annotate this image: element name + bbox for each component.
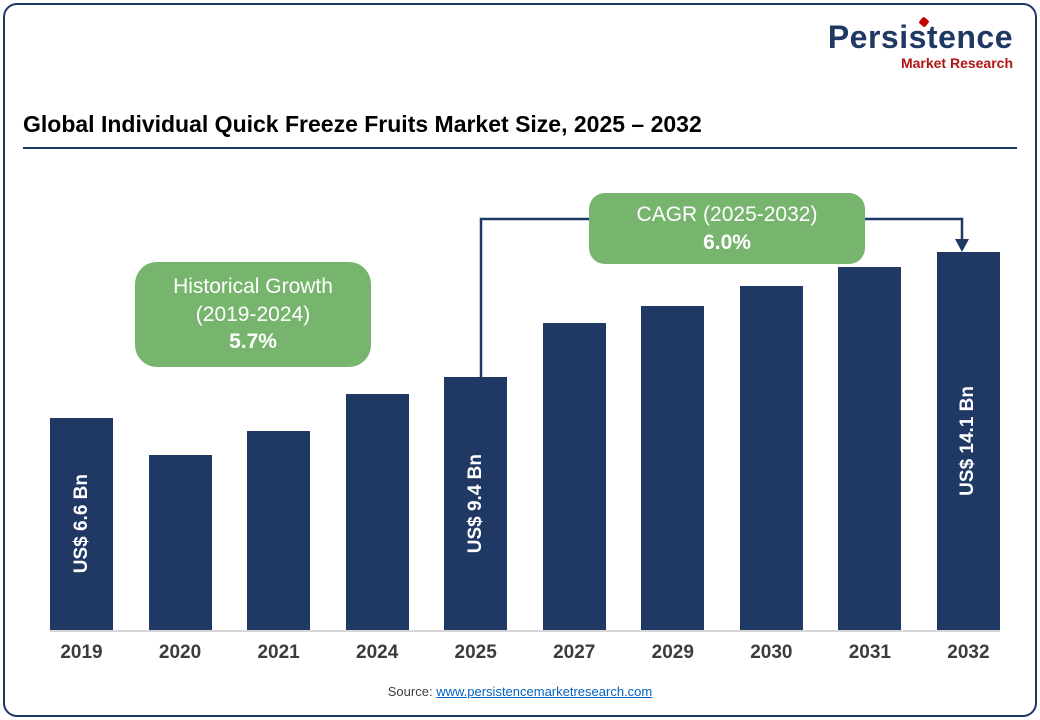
bar-2019: US$ 6.6 Bn: [50, 418, 113, 630]
logo-wordmark: Persistence: [827, 16, 1013, 55]
x-axis-label-2031: 2031: [848, 642, 892, 663]
historical-growth-callout: Historical Growth (2019-2024) 5.7%: [135, 262, 371, 368]
title-block: Global Individual Quick Freeze Fruits Ma…: [23, 111, 1017, 149]
cagr-callout: CAGR (2025-2032) 6.0%: [589, 193, 865, 265]
bar-2020: [148, 455, 212, 630]
source-line: Source: www.persistencemarketresearch.co…: [5, 684, 1035, 699]
logo-text: Persistence: [827, 19, 1013, 55]
bar-2032: US$ 14.1 Bn: [936, 252, 1000, 630]
x-axis-labels: 2019 2020 2021 2024 2025 2027 2029 2030 2031 2032: [50, 642, 1000, 664]
source-link[interactable]: www.persistencemarketresearch.com: [436, 684, 653, 699]
x-axis-label-2027: 2027: [553, 642, 596, 663]
x-axis-label-2021: 2021: [257, 642, 300, 663]
bar-2027: [542, 323, 606, 630]
callout-line: Historical Growth: [173, 275, 333, 298]
logo-subtitle: Market Research: [900, 54, 1013, 71]
x-axis-label-2019: 2019: [60, 642, 103, 663]
x-axis-label-2030: 2030: [750, 642, 793, 663]
x-axis-label-2032: 2032: [947, 642, 990, 663]
bar-2024: [345, 394, 409, 630]
chart-frame: Persistence Market Research Global Indiv…: [3, 3, 1037, 717]
bar-value-label-2019: US$ 6.6 Bn: [70, 474, 92, 574]
bar-2030: [739, 286, 803, 630]
bars-area: US$ 6.6 Bn US$ 9.4 Bn US$ 14.1 Bn: [50, 175, 1000, 632]
callout-value: 5.7%: [229, 330, 277, 354]
callout-value: 6.0%: [703, 230, 751, 254]
bar-2031: [838, 267, 902, 630]
page-title: Global Individual Quick Freeze Fruits Ma…: [23, 111, 702, 137]
callout-line: CAGR (2025-2032): [636, 203, 818, 226]
source-label: Source:: [387, 684, 433, 699]
callout-line: (2019-2024): [195, 302, 311, 326]
x-axis-label-2020: 2020: [158, 642, 202, 663]
title-divider: [23, 147, 1017, 149]
bar-2021: [247, 431, 311, 630]
x-axis-label-2029: 2029: [651, 642, 694, 663]
logo: Persistence Market Research: [827, 16, 1013, 71]
x-axis-label-2024: 2024: [356, 642, 399, 663]
bar-2025: US$ 9.4 Bn: [444, 377, 508, 630]
bar-chart: US$ 6.6 Bn US$ 9.4 Bn US$ 14.1 Bn 2019 2020…: [50, 175, 1000, 663]
bar-value-label-2032: US$ 14.1 Bn: [957, 386, 979, 496]
x-axis-label-2025: 2025: [454, 642, 497, 663]
bar-2029: [641, 306, 705, 630]
bar-value-label-2025: US$ 9.4 Bn: [464, 453, 486, 554]
